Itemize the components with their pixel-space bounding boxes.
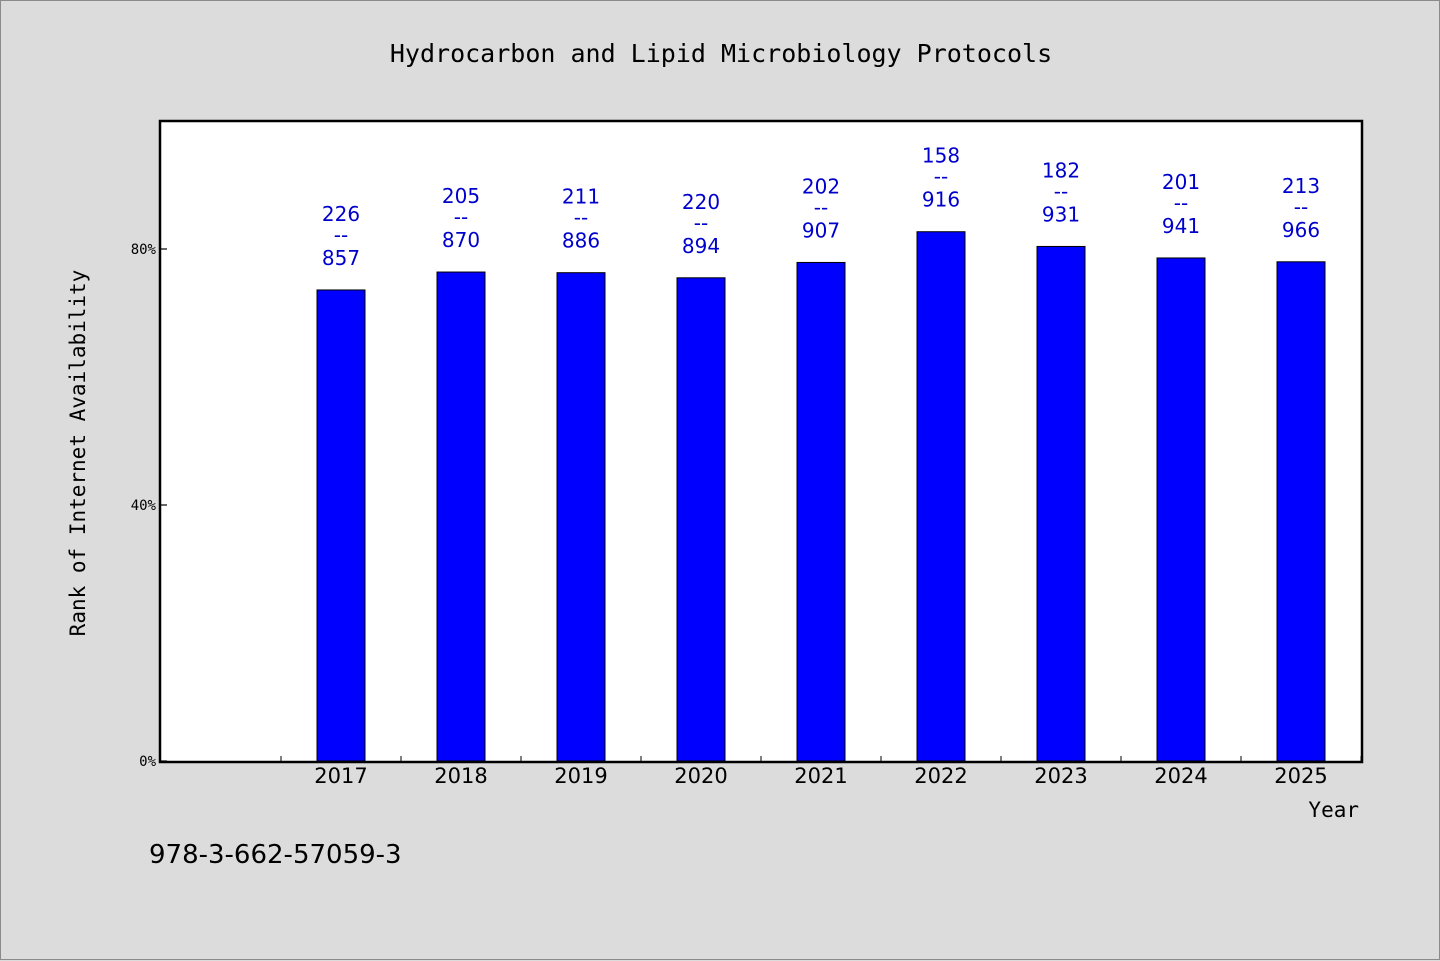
x-tick-label: 2020 <box>674 764 727 788</box>
x-tick-label: 2024 <box>1154 764 1207 788</box>
x-tick-label: 2023 <box>1034 764 1087 788</box>
x-axis-label: Year <box>1308 798 1359 822</box>
bar-label-top: 205 <box>442 184 480 208</box>
bar-label-top: 201 <box>1162 170 1200 194</box>
bar-2022 <box>916 231 966 762</box>
bar-label-top: 226 <box>322 202 360 226</box>
bar-label-separator: -- <box>334 223 348 247</box>
bar-2020 <box>676 277 726 762</box>
bar-label-top: 211 <box>562 185 600 209</box>
y-tick-label: 40% <box>131 498 157 514</box>
bar-label-top: 202 <box>802 174 840 198</box>
bar-label-separator: -- <box>1174 191 1188 215</box>
x-axis: 2017 2018 2019 2020 2021 2022 2023 2024 2025 <box>280 756 1362 788</box>
bar-2018 <box>436 271 486 762</box>
bar-label-bottom: 966 <box>1282 218 1320 242</box>
bar-label-separator: -- <box>934 165 948 189</box>
x-tick-label: 2022 <box>914 764 967 788</box>
bar-label-top: 158 <box>922 144 960 168</box>
y-tick-label: 0% <box>139 754 156 770</box>
bar-label-top: 213 <box>1282 174 1320 198</box>
bar-label-top: 182 <box>1042 158 1080 182</box>
bar-label-bottom: 857 <box>322 246 360 270</box>
chart-title: Hydrocarbon and Lipid Microbiology Proto… <box>390 39 1052 68</box>
bar-2024 <box>1156 257 1206 762</box>
bars: 226--857205--870211--886220--894202--907… <box>316 144 1326 762</box>
x-tick-label: 2019 <box>554 764 607 788</box>
bar-label-bottom: 916 <box>922 188 960 212</box>
bar-2021 <box>796 261 846 762</box>
bar-label-separator: -- <box>1054 179 1068 203</box>
bar-label-bottom: 941 <box>1162 214 1200 238</box>
bar-2017 <box>316 289 366 762</box>
bar-label-bottom: 907 <box>802 218 840 242</box>
x-tick-label: 2018 <box>434 764 487 788</box>
bar-label-top: 220 <box>682 190 720 214</box>
bar-2025 <box>1276 261 1326 762</box>
bar-label-separator: -- <box>814 195 828 219</box>
x-tick-label: 2025 <box>1274 764 1327 788</box>
y-tick-label: 80% <box>131 242 157 258</box>
bar-label-separator: -- <box>1294 195 1308 219</box>
bar-label-bottom: 886 <box>562 229 600 253</box>
bar-label-separator: -- <box>454 205 468 229</box>
bar-label-bottom: 894 <box>682 234 720 258</box>
bar-label-bottom: 931 <box>1042 202 1080 226</box>
isbn-footnote: 978-3-662-57059-3 <box>149 840 402 870</box>
bar-label-separator: -- <box>694 211 708 235</box>
x-tick-label: 2017 <box>314 764 367 788</box>
x-tick-label: 2021 <box>794 764 847 788</box>
bar-2019 <box>556 272 606 762</box>
bar-label-bottom: 870 <box>442 228 480 252</box>
y-axis-label: Rank of Internet Availability <box>66 270 90 637</box>
y-axis: 0% 40% 80% <box>131 242 167 770</box>
bar-label-separator: -- <box>574 206 588 230</box>
bar-2023 <box>1036 245 1086 762</box>
